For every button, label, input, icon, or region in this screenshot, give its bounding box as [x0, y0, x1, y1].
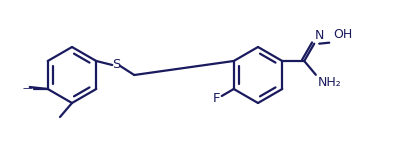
Text: F: F — [213, 93, 220, 105]
Text: NH₂: NH₂ — [318, 76, 341, 89]
Text: S: S — [112, 57, 121, 70]
Text: —: — — [23, 83, 33, 93]
Text: OH: OH — [333, 28, 352, 41]
Text: N: N — [315, 29, 325, 42]
